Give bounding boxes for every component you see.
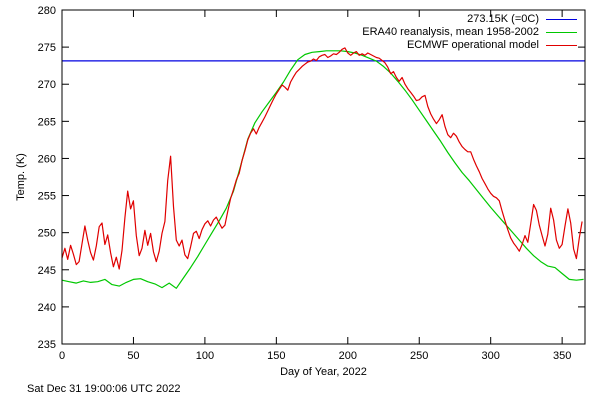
y-tick-label: 275 [38, 42, 56, 54]
y-tick-label: 240 [38, 302, 56, 314]
legend-line-sample-blue [546, 18, 577, 21]
y-tick-label: 270 [38, 79, 56, 91]
x-tick-label: 0 [59, 350, 65, 362]
legend-item-ecmwf: ECMWF operational model [362, 39, 577, 52]
x-tick-label: 150 [267, 350, 285, 362]
legend-label: 273.15K (=0C) [467, 13, 539, 25]
legend-label: ECMWF operational model [406, 39, 539, 51]
series-line-2 [61, 47, 583, 270]
x-tick-label: 100 [196, 350, 214, 362]
y-tick-label: 250 [38, 228, 56, 240]
x-tick-label: 350 [553, 350, 571, 362]
y-axis-label: Temp. (K) [15, 153, 27, 201]
x-tick-label: 250 [410, 350, 428, 362]
y-tick-label: 265 [38, 116, 56, 128]
plot-timestamp: Sat Dec 31 19:00:06 UTC 2022 [27, 383, 181, 395]
x-tick-label: 50 [127, 350, 139, 362]
legend-label: ERA40 reanalysis, mean 1958-2002 [362, 26, 539, 38]
y-tick-label: 245 [38, 265, 56, 277]
series-line-1 [61, 50, 584, 289]
y-tick-label: 260 [38, 153, 56, 165]
plot-border [61, 9, 586, 345]
legend-line-sample-green [546, 31, 577, 34]
x-axis-label: Day of Year, 2022 [280, 366, 367, 378]
y-tick-label: 255 [38, 191, 56, 203]
y-tick-label: 235 [38, 339, 56, 351]
legend-item-era40: ERA40 reanalysis, mean 1958-2002 [362, 26, 577, 39]
y-tick-label: 280 [38, 5, 56, 17]
x-tick-label: 300 [482, 350, 500, 362]
legend-item-freezing-line: 273.15K (=0C) [362, 13, 577, 26]
legend: 273.15K (=0C) ERA40 reanalysis, mean 195… [362, 13, 577, 52]
x-tick-label: 200 [339, 350, 357, 362]
legend-line-sample-red [546, 44, 577, 47]
